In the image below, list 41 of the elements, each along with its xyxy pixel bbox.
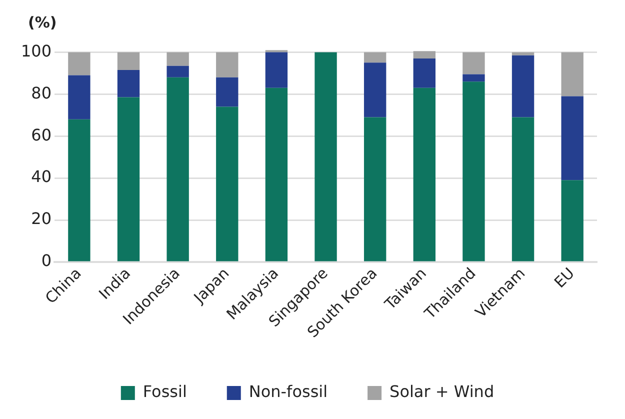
bar [364,52,386,63]
legend-label: Non-fossil [248,382,328,402]
bar [561,180,584,262]
bar [413,88,436,262]
bar [68,52,90,76]
bar [462,52,485,74]
legend-label: Fossil [142,382,187,402]
bar [117,52,140,70]
bar [561,52,584,96]
y-axis-title: (%) [28,13,57,32]
bar [117,70,140,98]
x-tick-label: EU [550,264,578,292]
bar [265,52,288,88]
bar [462,82,485,262]
bar [166,77,189,262]
bar [364,117,386,262]
bar [216,77,238,107]
bar [166,66,189,78]
bar [512,117,534,262]
bar [413,58,436,88]
bar [413,51,436,58]
bar [265,88,288,262]
y-tick-label: 100 [20,41,52,60]
y-tick-label: 60 [31,125,52,144]
bar [314,52,337,262]
bar [216,52,238,78]
legend-label: Solar + Wind [390,382,494,402]
bar [117,97,140,262]
bar [512,52,534,56]
bar [68,75,90,120]
y-tick-label: 40 [31,167,52,186]
bar [512,55,534,118]
y-tick-label: 80 [31,83,52,102]
y-tick-label: 20 [31,209,52,228]
bar [364,62,386,118]
bar [68,119,90,262]
y-tick-label: 0 [41,251,52,270]
bar [462,74,485,82]
bar [216,106,238,262]
bar [166,52,189,66]
bar [561,96,584,180]
